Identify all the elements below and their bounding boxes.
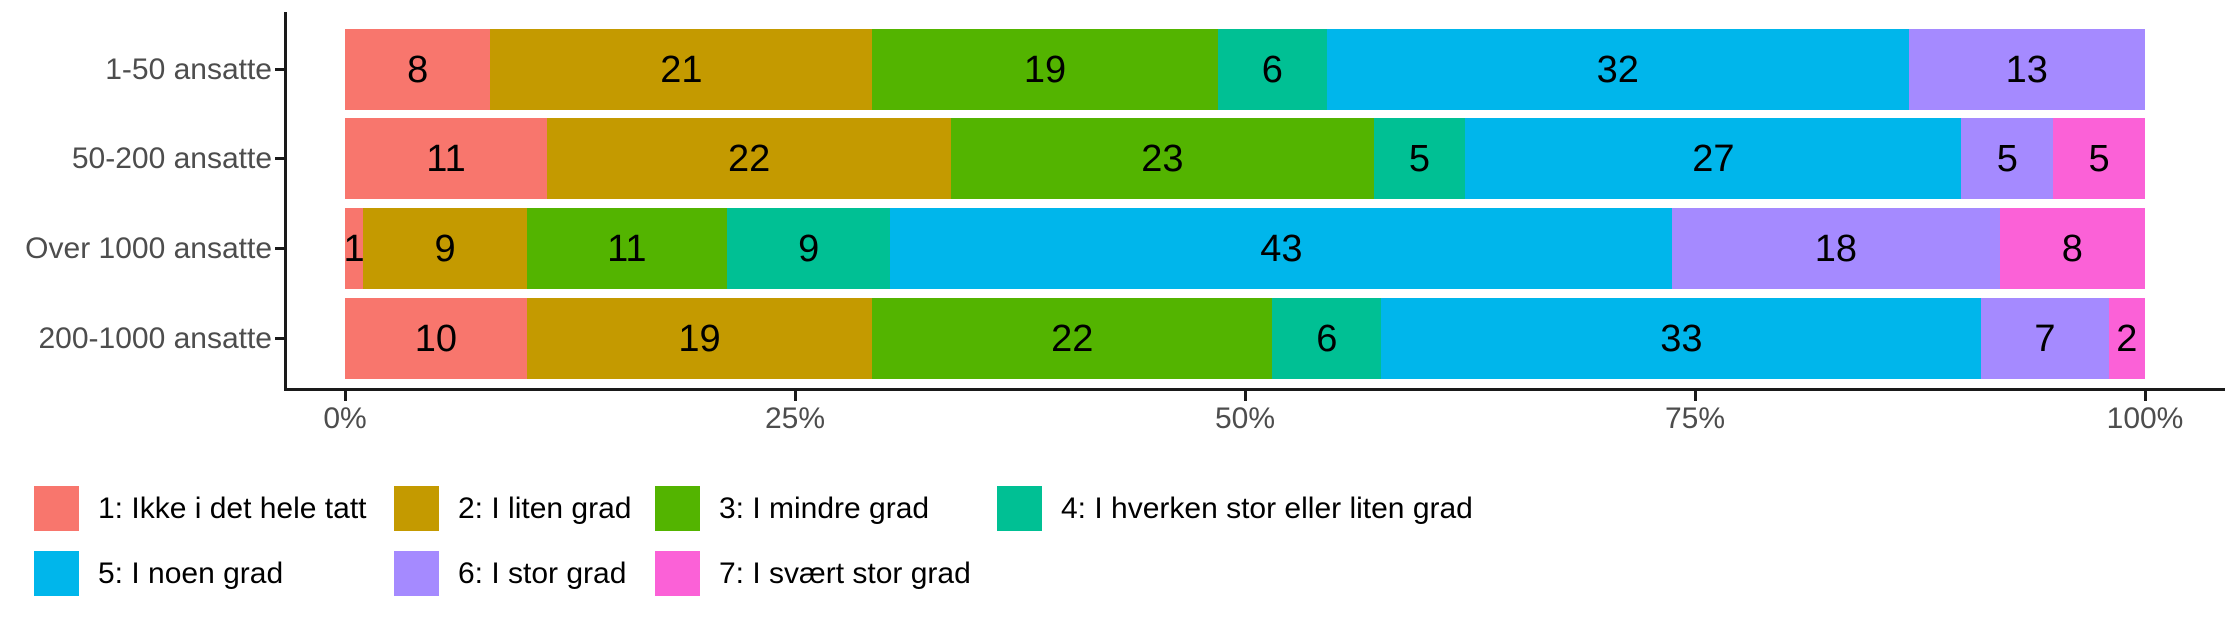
- bar-segment: 11: [526, 208, 727, 289]
- bar-value-label: 33: [1660, 317, 1703, 360]
- legend-label: 3: I mindre grad: [719, 491, 930, 525]
- bar-segment: 27: [1465, 118, 1962, 199]
- bar-value-label: 6: [1316, 317, 1338, 360]
- bar-segment: 8: [1999, 208, 2145, 289]
- y-axis-tick: [275, 68, 285, 71]
- legend-key: [997, 486, 1042, 531]
- bar-segment: 32: [1326, 29, 1909, 110]
- bar-value-label: 11: [607, 227, 647, 270]
- x-axis-tick: [2143, 391, 2147, 401]
- legend-label: 4: I hverken stor eller liten grad: [1061, 491, 1473, 525]
- bar-value-label: 21: [660, 48, 703, 91]
- legend-key: [655, 486, 700, 531]
- bar-value-label: 22: [727, 137, 771, 180]
- x-tick-label: 50%: [1214, 402, 1276, 435]
- bar-value-label: 23: [1141, 137, 1184, 180]
- bar-segment: 5: [2053, 118, 2146, 199]
- bar-value-label: 9: [434, 227, 456, 270]
- bar-value-label: 18: [1814, 227, 1858, 270]
- x-axis-tick: [793, 391, 797, 401]
- legend-label: 7: I svært stor grad: [719, 556, 971, 590]
- bar-value-label: 27: [1692, 137, 1735, 180]
- bar-segment: 9: [363, 208, 527, 289]
- bar-segment: 6: [1272, 298, 1382, 379]
- bar-value-label: 2: [2116, 317, 2138, 360]
- legend-key: [34, 486, 79, 531]
- bar-value-label: 6: [1261, 48, 1283, 91]
- bar-value-label: 9: [798, 227, 820, 270]
- bar-segment: 43: [890, 208, 1673, 289]
- x-tick-label: 100%: [2106, 402, 2184, 435]
- bar-segment: 2: [2108, 298, 2145, 379]
- bar-value-label: 19: [1023, 48, 1067, 91]
- bar-segment: 6: [1217, 29, 1327, 110]
- bar-segment: 8: [345, 29, 491, 110]
- bar-segment: 19: [872, 29, 1218, 110]
- x-axis-line: [284, 388, 2225, 391]
- bar-value-label: 43: [1260, 227, 1303, 270]
- legend-label: 6: I stor grad: [458, 556, 627, 590]
- legend-label: 2: I liten grad: [458, 491, 632, 525]
- bar-value-label: 7: [2034, 317, 2056, 360]
- bar-segment: 9: [726, 208, 891, 289]
- bar-value-label: 10: [414, 317, 458, 360]
- bar-value-label: 19: [678, 317, 721, 360]
- x-tick-label: 0%: [323, 402, 367, 435]
- bar-value-label: 22: [1051, 317, 1094, 360]
- y-axis-label: 50-200 ansatte: [71, 141, 272, 175]
- x-axis-tick: [1693, 391, 1697, 401]
- bar-value-label: 5: [2088, 137, 2110, 180]
- bar-value-label: 5: [1996, 137, 2018, 180]
- x-axis-tick: [343, 391, 347, 401]
- bar-segment: 5: [1373, 118, 1466, 199]
- legend-label: 1: Ikke i det hele tatt: [98, 491, 367, 525]
- bar-segment: 22: [872, 298, 1273, 379]
- x-tick-label: 75%: [1664, 402, 1726, 435]
- legend-key: [394, 486, 439, 531]
- bar-value-label: 32: [1596, 48, 1639, 91]
- bar-segment: 10: [345, 298, 527, 379]
- bar-segment: 1: [343, 208, 365, 289]
- bar-segment: 11: [345, 118, 548, 199]
- legend-key: [394, 551, 439, 596]
- bar-row: 10 19 22 6 33 7 2: [345, 298, 2145, 379]
- bar-segment: 21: [490, 29, 873, 110]
- bar-segment: 23: [951, 118, 1374, 199]
- bar-row: 1 9 11 9 43 18 8: [343, 208, 2145, 289]
- bar-row: 11 22 23 5 27 5 5: [345, 118, 2146, 199]
- bar-value-label: 1: [343, 227, 365, 270]
- y-axis-tick: [275, 157, 285, 160]
- legend-key: [655, 551, 700, 596]
- bar-value-label: 11: [426, 137, 466, 180]
- bar-value-label: 13: [2005, 48, 2048, 91]
- bar-value-label: 5: [1408, 137, 1431, 180]
- y-axis-label: 200-1000 ansatte: [38, 321, 272, 355]
- bar-segment: 19: [526, 298, 873, 379]
- y-axis-tick: [275, 247, 285, 250]
- legend-key: [34, 551, 79, 596]
- legend-label: 5: I noen grad: [98, 556, 284, 590]
- bar-segment: 22: [547, 118, 952, 199]
- x-tick-label: 25%: [764, 402, 826, 435]
- bar-segment: 7: [1981, 298, 2109, 379]
- x-axis-tick: [1243, 391, 1247, 401]
- bar-segment: 13: [1908, 29, 2145, 110]
- y-axis-label: Over 1000 ansatte: [25, 231, 272, 265]
- bar-segment: 18: [1672, 208, 2000, 289]
- y-axis-label: 1-50 ansatte: [105, 52, 272, 86]
- y-axis-line: [284, 12, 287, 391]
- bar-segment: 33: [1381, 298, 1982, 379]
- bar-row: 8 21 19 6 32 13: [345, 29, 2145, 110]
- bar-value-label: 8: [407, 48, 429, 91]
- bar-segment: 5: [1961, 118, 2054, 199]
- y-axis-tick: [275, 337, 285, 340]
- bar-value-label: 8: [2061, 227, 2083, 270]
